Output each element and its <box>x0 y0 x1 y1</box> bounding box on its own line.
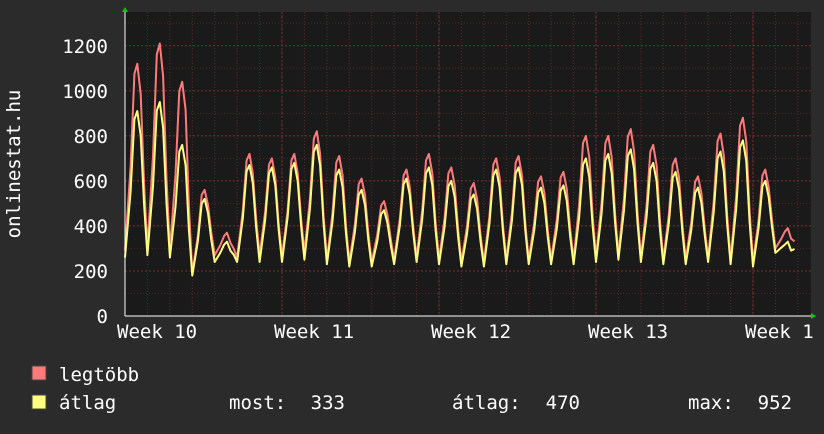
legend-swatch-max <box>31 365 47 381</box>
y-tick-label: 600 <box>74 171 108 193</box>
x-tick-label: Week 12 <box>431 321 511 343</box>
y-tick-label: 800 <box>74 126 108 148</box>
x-tick-label: Week 1 <box>745 321 814 343</box>
plot-area <box>125 12 811 316</box>
x-axis-ticks: Week 10 Week 11 Week 12 Week 13 Week 1 <box>117 321 814 343</box>
stat-current-label: most: <box>229 392 286 414</box>
stat-max-label: max: <box>688 392 734 414</box>
x-tick-label: Week 13 <box>588 321 668 343</box>
y-tick-label: 400 <box>74 216 108 238</box>
y-tick-label: 1200 <box>62 36 108 58</box>
stat-max-value: 952 <box>758 392 792 414</box>
stat-average-value: 470 <box>546 392 580 414</box>
grid <box>124 12 811 316</box>
y-tick-label: 200 <box>74 261 108 283</box>
legend-label-avg: átlag <box>59 392 116 414</box>
stat-current-value: 333 <box>311 392 345 414</box>
axes <box>122 7 816 319</box>
y-tick-label: 1000 <box>62 81 108 103</box>
legend-swatch-avg <box>31 394 47 410</box>
series-line-average <box>124 101 795 277</box>
series-lines <box>124 42 796 277</box>
y-tick-label: 0 <box>97 306 108 328</box>
y-axis-label: onlinestat.hu <box>3 90 25 239</box>
x-tick-label: Week 10 <box>117 321 197 343</box>
y-axis-ticks: 0 200 400 600 800 1000 1200 <box>62 36 108 328</box>
y-axis-arrow-icon <box>122 7 128 12</box>
legend: legtöbb átlag most: 333 átlag: 470 max: … <box>31 364 792 414</box>
legend-label-max: legtöbb <box>59 364 139 386</box>
x-tick-label: Week 11 <box>274 321 354 343</box>
stat-average-label: átlag: <box>452 392 521 414</box>
x-axis-arrow-icon <box>811 313 816 319</box>
